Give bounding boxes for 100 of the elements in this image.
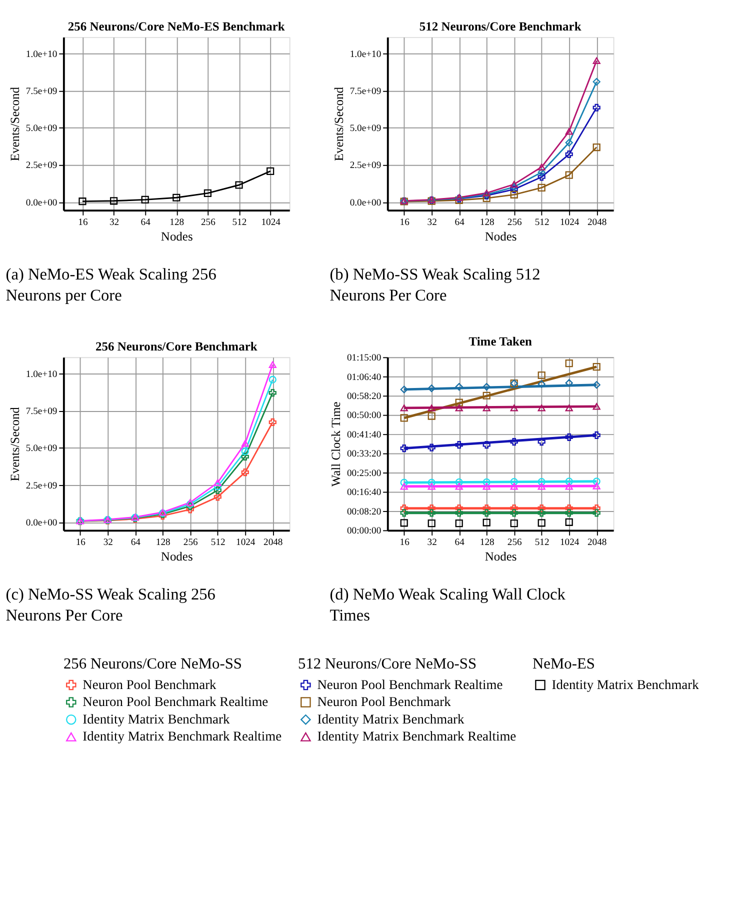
point [538, 483, 546, 490]
y-tick-label: 7.5e+09 [26, 86, 58, 97]
x-tick-label: 32 [427, 217, 438, 228]
y-axis-title: Wall Clock Time [329, 401, 344, 487]
chart-title: 256 Neurons/Core Benchmark [95, 339, 258, 354]
point [400, 404, 408, 412]
point [455, 483, 463, 490]
point [592, 362, 600, 371]
legend-label: Neuron Pool Benchmark [82, 676, 217, 692]
legend-title: 512 Neurons/Core NeMo-SS [298, 656, 477, 673]
x-tick-label: 2048 [587, 217, 607, 228]
point [400, 414, 408, 422]
x-tick-label: 128 [480, 537, 494, 548]
point [565, 379, 573, 387]
y-tick-label: 0.0e+00 [350, 197, 382, 208]
x-tick-label: 32 [103, 537, 114, 548]
point [400, 478, 408, 486]
point [565, 478, 573, 486]
point [510, 504, 518, 512]
x-tick-label: 32 [109, 217, 120, 228]
x-axis-title: Nodes [160, 229, 193, 244]
x-tick-label: 16 [78, 217, 88, 228]
y-tick-label: 7.5e+09 [350, 86, 382, 97]
point [400, 509, 408, 517]
y-tick-label: 00:16:40 [346, 487, 382, 498]
point [510, 404, 518, 412]
x-tick-label: 512 [210, 537, 226, 548]
point [538, 371, 546, 380]
x-tick-label: 1024 [236, 537, 256, 548]
point [510, 180, 518, 188]
point [565, 483, 573, 490]
point [455, 509, 463, 517]
y-tick-label: 1.0e+10 [350, 48, 382, 60]
y-tick-label: 5.0e+09 [26, 123, 58, 134]
point [538, 173, 546, 181]
x-tick-label: 512 [534, 217, 550, 228]
point [592, 478, 600, 486]
point [268, 361, 276, 368]
point [428, 384, 436, 392]
y-tick-label: 00:33:20 [346, 448, 382, 460]
chart-title: 256 Neurons/Core NeMo-ES Benchmark [68, 19, 285, 34]
y-tick-label: 1.0e+10 [26, 48, 58, 60]
text: (c) NeMo-SS Weak Scaling 256 Neurons Per Core [6, 584, 216, 625]
point [538, 164, 546, 170]
point [241, 468, 249, 476]
point [268, 389, 276, 397]
x-tick-label: 64 [130, 537, 141, 548]
point [455, 441, 463, 449]
point [538, 478, 546, 486]
point [482, 194, 490, 202]
point [510, 509, 518, 517]
point [565, 518, 573, 526]
point [400, 504, 408, 512]
point [592, 482, 600, 490]
x-tick-label: 1024 [560, 217, 580, 228]
point [204, 189, 212, 197]
point [110, 197, 118, 205]
text: (d) NeMo Weak Scaling Wall Clock Times [330, 584, 566, 625]
point [592, 509, 600, 517]
x-tick-label: 2048 [264, 537, 283, 548]
legend-title: 256 Neurons/Core NeMo-SS [63, 656, 242, 673]
legend-label: Identity Matrix Benchmark [552, 676, 700, 692]
legend-label: Neuron Pool Benchmark [317, 694, 452, 710]
point [482, 504, 490, 512]
y-tick-label: 0.0e+00 [26, 197, 58, 208]
point [214, 486, 222, 494]
point [428, 509, 436, 517]
point [455, 478, 463, 486]
y-tick-label: 1.0e+10 [26, 368, 58, 380]
point [538, 380, 546, 388]
point [268, 418, 276, 426]
point [592, 431, 600, 440]
point [455, 504, 463, 512]
x-tick-label: 128 [170, 217, 184, 228]
point [510, 478, 518, 486]
point [241, 448, 249, 456]
legend-label: Identity Matrix Benchmark [317, 711, 465, 726]
point [214, 482, 222, 490]
y-tick-label: 00:58:20 [346, 390, 382, 402]
point [482, 392, 490, 400]
y-tick-label: 00:08:20 [346, 506, 382, 518]
x-tick-label: 2048 [587, 537, 607, 548]
point [482, 483, 490, 490]
y-tick-label: 2.5e+09 [26, 160, 58, 172]
x-tick-label: 256 [507, 217, 522, 228]
chart-title: Time Taken [468, 334, 532, 349]
point [428, 519, 436, 528]
point [428, 504, 436, 512]
point [482, 441, 490, 449]
point [592, 57, 600, 64]
point [592, 104, 600, 112]
point [538, 509, 546, 517]
x-tick-label: 64 [454, 537, 465, 548]
legend-label: Identity Matrix Benchmark Realtime [82, 728, 282, 744]
chart-title: 512 Neurons/Core Benchmark [419, 19, 582, 34]
point [172, 194, 180, 202]
point [482, 190, 490, 196]
point [400, 444, 408, 452]
point [428, 478, 436, 486]
point [428, 412, 436, 420]
